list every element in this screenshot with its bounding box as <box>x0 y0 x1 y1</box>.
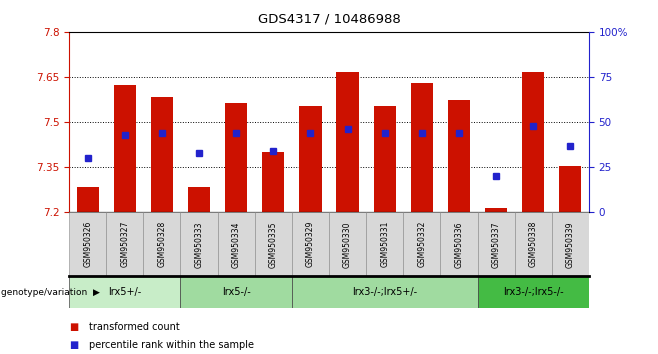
Bar <box>522 73 544 212</box>
Bar <box>440 212 478 276</box>
Bar <box>515 212 552 276</box>
Bar <box>225 103 247 212</box>
Text: lrx5-/-: lrx5-/- <box>222 287 251 297</box>
Bar <box>143 212 180 276</box>
Text: GSM950327: GSM950327 <box>120 221 129 268</box>
Text: GSM950332: GSM950332 <box>417 221 426 268</box>
Bar <box>76 187 99 212</box>
Bar <box>114 85 136 212</box>
Bar <box>374 105 396 212</box>
Text: GSM950336: GSM950336 <box>455 221 463 268</box>
Text: GSM950326: GSM950326 <box>83 221 92 268</box>
Text: GDS4317 / 10486988: GDS4317 / 10486988 <box>258 12 400 25</box>
Text: GSM950330: GSM950330 <box>343 221 352 268</box>
Text: GSM950339: GSM950339 <box>566 221 575 268</box>
Text: transformed count: transformed count <box>89 322 180 332</box>
Bar <box>559 166 582 212</box>
Text: GSM950331: GSM950331 <box>380 221 389 268</box>
Bar <box>292 276 478 308</box>
Text: GSM950333: GSM950333 <box>195 221 203 268</box>
Text: GSM950338: GSM950338 <box>529 221 538 268</box>
Bar <box>552 212 589 276</box>
Text: ■: ■ <box>69 340 78 350</box>
Bar <box>411 83 433 212</box>
Text: GSM950329: GSM950329 <box>306 221 315 268</box>
Bar <box>403 212 440 276</box>
Bar <box>485 208 507 212</box>
Bar <box>329 212 366 276</box>
Text: lrx3-/-;lrx5+/-: lrx3-/-;lrx5+/- <box>352 287 417 297</box>
Bar <box>218 212 255 276</box>
Bar <box>448 99 470 212</box>
Bar <box>336 73 359 212</box>
Text: GSM950337: GSM950337 <box>492 221 501 268</box>
Text: GSM950328: GSM950328 <box>157 221 166 267</box>
Bar <box>478 212 515 276</box>
Text: lrx5+/-: lrx5+/- <box>108 287 141 297</box>
Bar <box>180 212 218 276</box>
Text: percentile rank within the sample: percentile rank within the sample <box>89 340 254 350</box>
Bar <box>106 212 143 276</box>
Bar <box>69 212 106 276</box>
Bar <box>69 276 180 308</box>
Bar <box>180 276 292 308</box>
Text: ■: ■ <box>69 322 78 332</box>
Bar <box>299 105 322 212</box>
Bar <box>262 152 284 212</box>
Text: lrx3-/-;lrx5-/-: lrx3-/-;lrx5-/- <box>503 287 563 297</box>
Bar <box>255 212 292 276</box>
Text: genotype/variation  ▶: genotype/variation ▶ <box>1 287 100 297</box>
Bar <box>366 212 403 276</box>
Text: GSM950335: GSM950335 <box>269 221 278 268</box>
Text: GSM950334: GSM950334 <box>232 221 241 268</box>
Bar <box>151 97 173 212</box>
Bar <box>188 187 210 212</box>
Bar <box>292 212 329 276</box>
Bar <box>478 276 589 308</box>
